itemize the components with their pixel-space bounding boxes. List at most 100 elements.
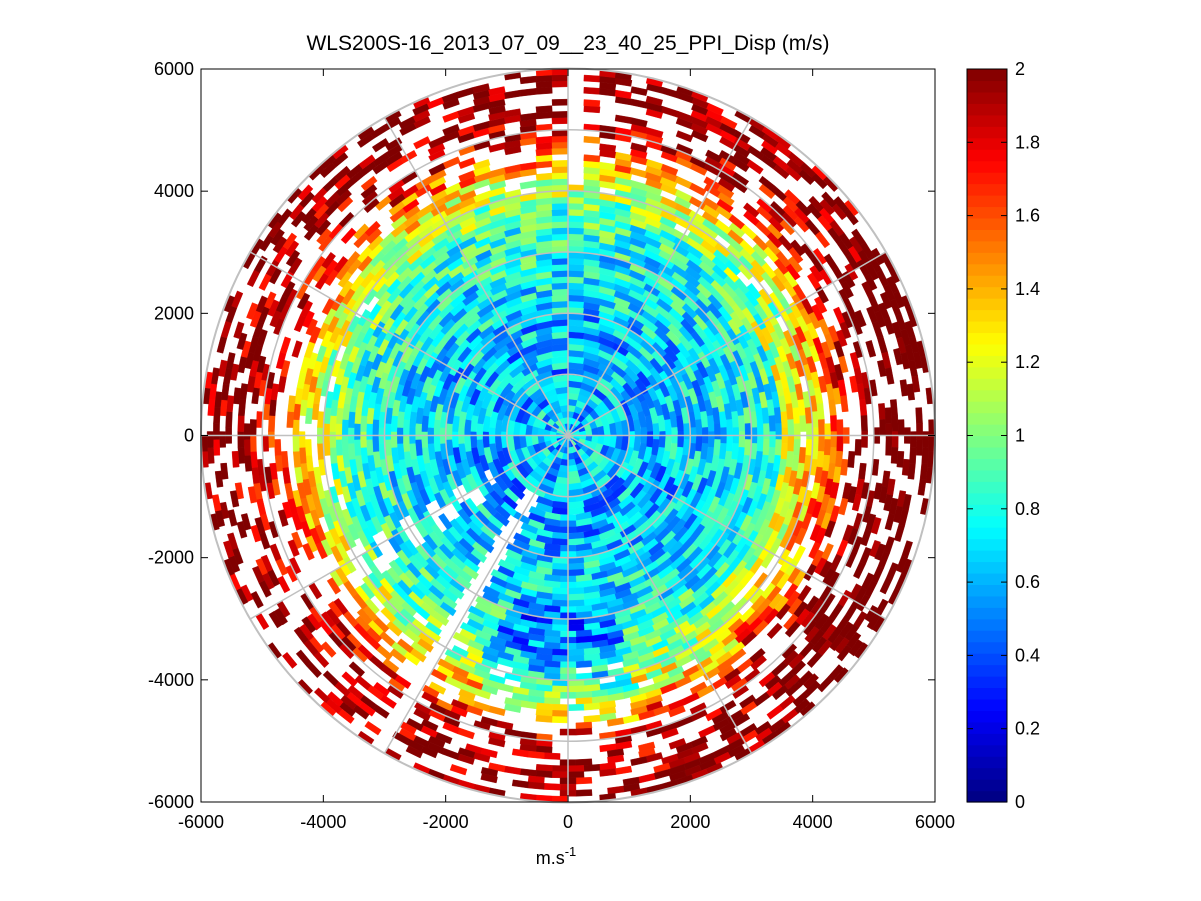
ppi-cell	[567, 654, 585, 663]
ppi-cell	[630, 756, 648, 767]
ppi-cell	[836, 644, 852, 662]
ppi-cell	[567, 276, 585, 284]
ppi-cell	[313, 687, 331, 704]
ppi-cell	[551, 648, 569, 656]
ppi-cell	[341, 671, 358, 688]
ppi-cell	[599, 143, 617, 153]
ppi-cell	[738, 431, 746, 448]
y-tick-label: 0	[184, 426, 194, 446]
ppi-cell	[249, 435, 257, 452]
ppi-cell	[467, 605, 486, 619]
ppi-cell	[575, 789, 593, 797]
ppi-cell	[661, 727, 679, 740]
ppi-cell	[260, 554, 274, 573]
ppi-cell	[551, 599, 569, 608]
ppi-cell	[527, 781, 545, 790]
ppi-cell	[575, 727, 593, 736]
ppi-cell	[551, 208, 569, 217]
ppi-cell	[763, 423, 771, 440]
ppi-cell	[567, 215, 585, 223]
grid-spoke	[249, 434, 569, 620]
ppi-cell	[567, 648, 585, 656]
ppi-cell	[326, 577, 342, 595]
ppi-cell	[806, 651, 823, 668]
ppi-cell	[716, 198, 734, 214]
ppi-cell	[567, 765, 585, 773]
ppi-cell	[884, 513, 896, 531]
colorbar-tick-label: 1	[1015, 426, 1025, 446]
colorbar-step	[967, 790, 1007, 803]
ppi-cell	[246, 302, 259, 320]
ppi-cell	[906, 383, 916, 401]
ppi-cell	[282, 232, 298, 250]
ppi-cell	[840, 395, 849, 413]
ppi-cell	[668, 738, 687, 750]
ppi-cell	[282, 501, 293, 519]
ppi-cell	[413, 136, 431, 150]
ppi-cell	[606, 717, 625, 727]
ppi-cell	[543, 783, 561, 791]
ppi-cell	[551, 263, 569, 272]
ppi-cell	[513, 532, 531, 545]
ppi-cell	[911, 375, 921, 393]
ppi-cell	[504, 697, 522, 707]
ppi-cell	[583, 702, 601, 711]
ppi-cell	[333, 256, 349, 273]
ppi-cell	[843, 208, 859, 226]
chart-title: WLS200S-16_2013_07_09__23_40_25_PPI_Disp…	[306, 32, 829, 55]
ppi-cell	[668, 705, 686, 718]
colorbar-step	[967, 504, 1007, 517]
ppi-cell	[402, 419, 410, 436]
ppi-cell	[793, 439, 801, 456]
ppi-cell	[348, 661, 366, 678]
colorbar-step	[967, 710, 1007, 723]
colorbar-step	[967, 206, 1007, 219]
ppi-cell	[551, 239, 569, 247]
colorbar-step	[967, 343, 1007, 356]
ppi-cell	[551, 221, 569, 229]
ppi-cell	[575, 758, 593, 766]
ppi-cell	[794, 527, 808, 546]
x-tick-label: 0	[563, 812, 573, 832]
ppi-cell	[567, 624, 585, 632]
ppi-cell	[405, 745, 424, 759]
ppi-cell	[567, 771, 585, 779]
ppi-cell	[388, 559, 404, 577]
colorbar-step	[967, 458, 1007, 471]
colorbar-tick-label: 0.8	[1015, 499, 1040, 519]
ppi-cell	[788, 246, 804, 264]
ppi-cell	[889, 399, 898, 417]
ppi-cell	[353, 439, 362, 456]
colorbar: 0 0.2 0.4 0.6 0.8 1 1.2 1.4 1.6 1.8 2	[966, 59, 1040, 812]
ppi-cell	[915, 407, 923, 424]
ppi-cell	[442, 156, 461, 169]
ppi-cell	[360, 175, 378, 191]
ppi-cell	[535, 172, 553, 181]
ppi-cell	[421, 431, 429, 448]
ppi-cell	[814, 296, 828, 314]
ppi-cell	[879, 419, 887, 436]
ppi-cell	[824, 423, 832, 440]
ppi-cell	[503, 108, 522, 118]
ppi-cell	[329, 431, 337, 448]
ppi-cell	[437, 658, 455, 672]
x-tick-label: -6000	[178, 812, 224, 832]
colorbar-step	[967, 80, 1007, 93]
ppi-cell	[583, 99, 601, 107]
ppi-cell	[835, 329, 848, 347]
ppi-cell	[442, 123, 460, 136]
ppi-cell	[567, 208, 585, 217]
ppi-cell	[567, 196, 585, 204]
ppi-cell	[365, 423, 373, 440]
ppi-cell	[583, 154, 601, 163]
ppi-cell	[567, 282, 585, 290]
ppi-cell	[551, 80, 569, 88]
ppi-cell	[726, 419, 734, 436]
x-axis-label-base: m.s	[536, 848, 565, 868]
colorbar-step	[967, 149, 1007, 162]
ppi-cell	[551, 202, 569, 210]
ppi-cell	[645, 95, 663, 107]
ppi-cell	[575, 691, 593, 699]
colorbar-step	[967, 320, 1007, 334]
